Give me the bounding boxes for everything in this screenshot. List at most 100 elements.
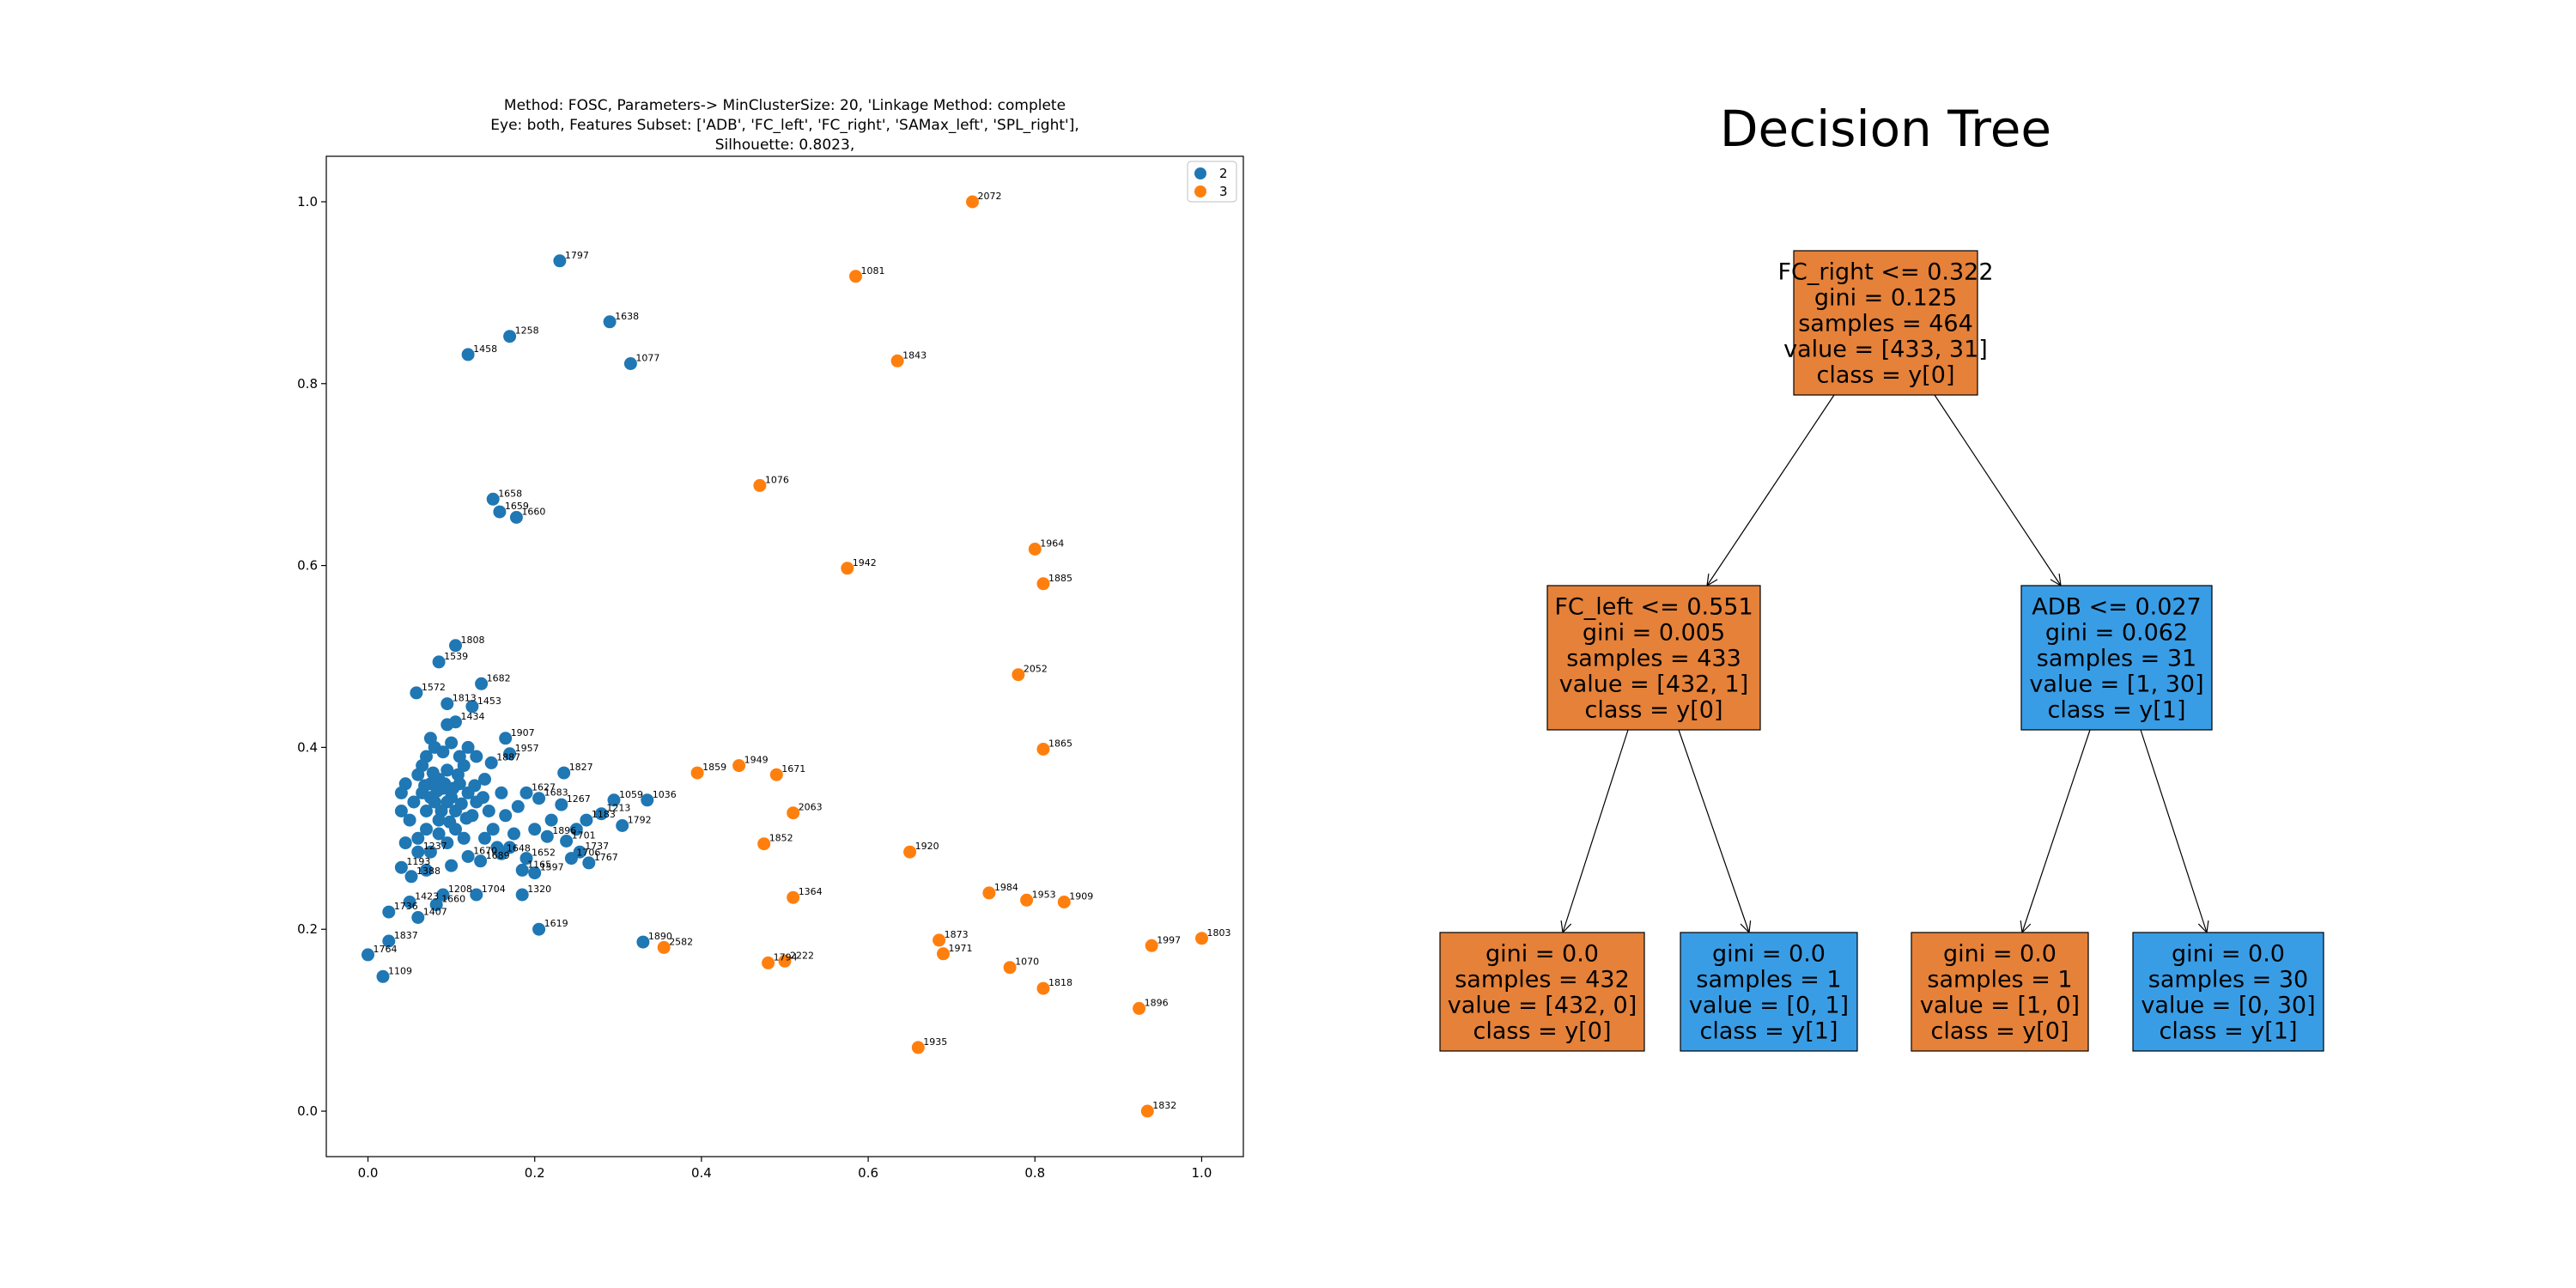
point-series-2-26 <box>616 819 629 832</box>
point-series-2-20 <box>532 792 546 805</box>
point-label-1942: 1942 <box>853 557 877 568</box>
point-label-1767: 1767 <box>594 852 618 863</box>
legend-marker-series-2 <box>1194 167 1206 179</box>
point-series-2-3 <box>461 348 475 361</box>
x-tick-label-4: 0.8 <box>1024 1165 1045 1181</box>
x-tick-label-0: 0.0 <box>358 1165 379 1181</box>
y-tick-label-2: 0.4 <box>297 739 318 755</box>
point-series-3-23 <box>778 954 792 968</box>
point-label-1660: 1660 <box>441 894 465 905</box>
point-label-1997: 1997 <box>1157 934 1181 945</box>
tree-node-rr-line-0: gini = 0.0 <box>2172 941 2285 968</box>
point-series-2-95 <box>478 831 491 845</box>
point-label-1737: 1737 <box>585 841 609 852</box>
point-label-1953: 1953 <box>1032 889 1056 900</box>
point-series-2-38 <box>394 860 408 874</box>
point-label-1909: 1909 <box>1069 891 1093 902</box>
tree-node-r-line-2: samples = 31 <box>2037 646 2196 672</box>
point-series-3-7 <box>1012 668 1025 682</box>
tree-node-box-rr <box>2132 932 2324 1052</box>
point-series-2-32 <box>519 852 533 866</box>
point-label-1683: 1683 <box>544 787 568 799</box>
tree-node-rr-line-3: class = y[1] <box>2159 1018 2297 1045</box>
point-label-1682: 1682 <box>487 672 511 683</box>
point-label-1572: 1572 <box>422 682 446 693</box>
point-label-1434: 1434 <box>461 711 485 722</box>
legend-label-series-2: 2 <box>1219 166 1228 181</box>
point-label-1423: 1423 <box>415 891 439 902</box>
legend-label-series-3: 3 <box>1219 184 1228 199</box>
point-label-1165: 1165 <box>527 859 551 870</box>
legend-box <box>1187 161 1237 203</box>
point-series-3-26 <box>1145 939 1158 952</box>
tree-edge-root-l <box>1706 394 1835 586</box>
point-label-2582: 2582 <box>669 936 693 947</box>
point-series-3-15 <box>787 890 800 904</box>
tree-node-ll-line-3: class = y[0] <box>1473 1018 1611 1045</box>
point-series-2-104 <box>440 718 454 732</box>
point-series-2-77 <box>403 813 416 827</box>
point-label-2072: 2072 <box>978 191 1002 202</box>
point-series-2-30 <box>564 852 578 866</box>
point-series-2-69 <box>482 805 495 817</box>
point-series-2-81 <box>436 745 450 759</box>
point-series-2-40 <box>411 845 425 859</box>
x-tick-label-1: 0.2 <box>525 1165 545 1181</box>
point-label-1258: 1258 <box>515 325 539 337</box>
point-label-1388: 1388 <box>416 866 440 877</box>
point-label-1619: 1619 <box>544 918 568 929</box>
point-series-3-24 <box>1003 961 1017 975</box>
point-label-1453: 1453 <box>477 696 501 707</box>
point-series-2-47 <box>411 911 425 924</box>
scatter-point-labels: 1797163812581458107716581659166018081539… <box>374 191 1231 1111</box>
point-series-2-78 <box>411 831 425 845</box>
scatter-title-line-3: Silhouette: 0.8023, <box>715 137 854 154</box>
tree-node-rr-line-1: samples = 30 <box>2148 967 2308 993</box>
point-label-1792: 1792 <box>628 815 652 826</box>
point-series-3-22 <box>762 956 775 969</box>
point-series-2-2 <box>503 330 517 343</box>
point-series-2-12 <box>440 697 454 711</box>
point-series-2-8 <box>449 639 462 653</box>
point-series-2-9 <box>432 655 446 669</box>
x-tick-label-3: 0.6 <box>858 1165 878 1181</box>
point-series-3-20 <box>933 933 946 947</box>
point-series-2-86 <box>432 827 446 841</box>
y-tick-label-1: 0.2 <box>297 921 318 937</box>
point-label-1971: 1971 <box>949 943 973 954</box>
tree-node-root-line-1: gini = 0.125 <box>1814 285 1957 312</box>
point-series-3-8 <box>1036 743 1050 756</box>
point-series-2-102 <box>445 859 459 872</box>
point-label-1832: 1832 <box>1152 1100 1176 1111</box>
point-label-1920: 1920 <box>915 841 939 852</box>
point-label-1827: 1827 <box>569 762 593 773</box>
point-series-2-21 <box>555 798 568 811</box>
point-series-2-83 <box>453 750 466 763</box>
point-label-1957: 1957 <box>515 743 539 754</box>
tree-node-box-r <box>2020 585 2213 731</box>
tree-node-root-line-2: samples = 464 <box>1798 311 1973 337</box>
scatter-points <box>361 195 1208 1118</box>
point-series-2-70 <box>486 823 500 836</box>
point-series-2-82 <box>445 736 459 750</box>
point-series-3-0 <box>966 195 979 209</box>
point-series-2-19 <box>519 786 533 799</box>
scatter-axes: 0.0 0.2 0.4 0.6 0.8 1.0 0.0 0.2 0.4 0.6 0.8 1.0 <box>297 194 1212 1181</box>
tree-edges <box>1560 394 2209 934</box>
tree-edge-root-r <box>1934 394 2062 586</box>
scatter-title: Method: FOSC, Parameters-> MinClusterSiz… <box>490 97 1078 154</box>
tree-node-rl-line-1: samples = 1 <box>1927 967 2072 993</box>
point-series-3-5 <box>841 562 854 575</box>
point-label-1036: 1036 <box>653 789 677 800</box>
point-label-1794: 1794 <box>774 951 798 963</box>
tree-title: Decision Tree <box>1720 100 2051 158</box>
tree-node-box-root <box>1793 250 1978 396</box>
y-tick-label-5: 1.0 <box>297 194 318 210</box>
